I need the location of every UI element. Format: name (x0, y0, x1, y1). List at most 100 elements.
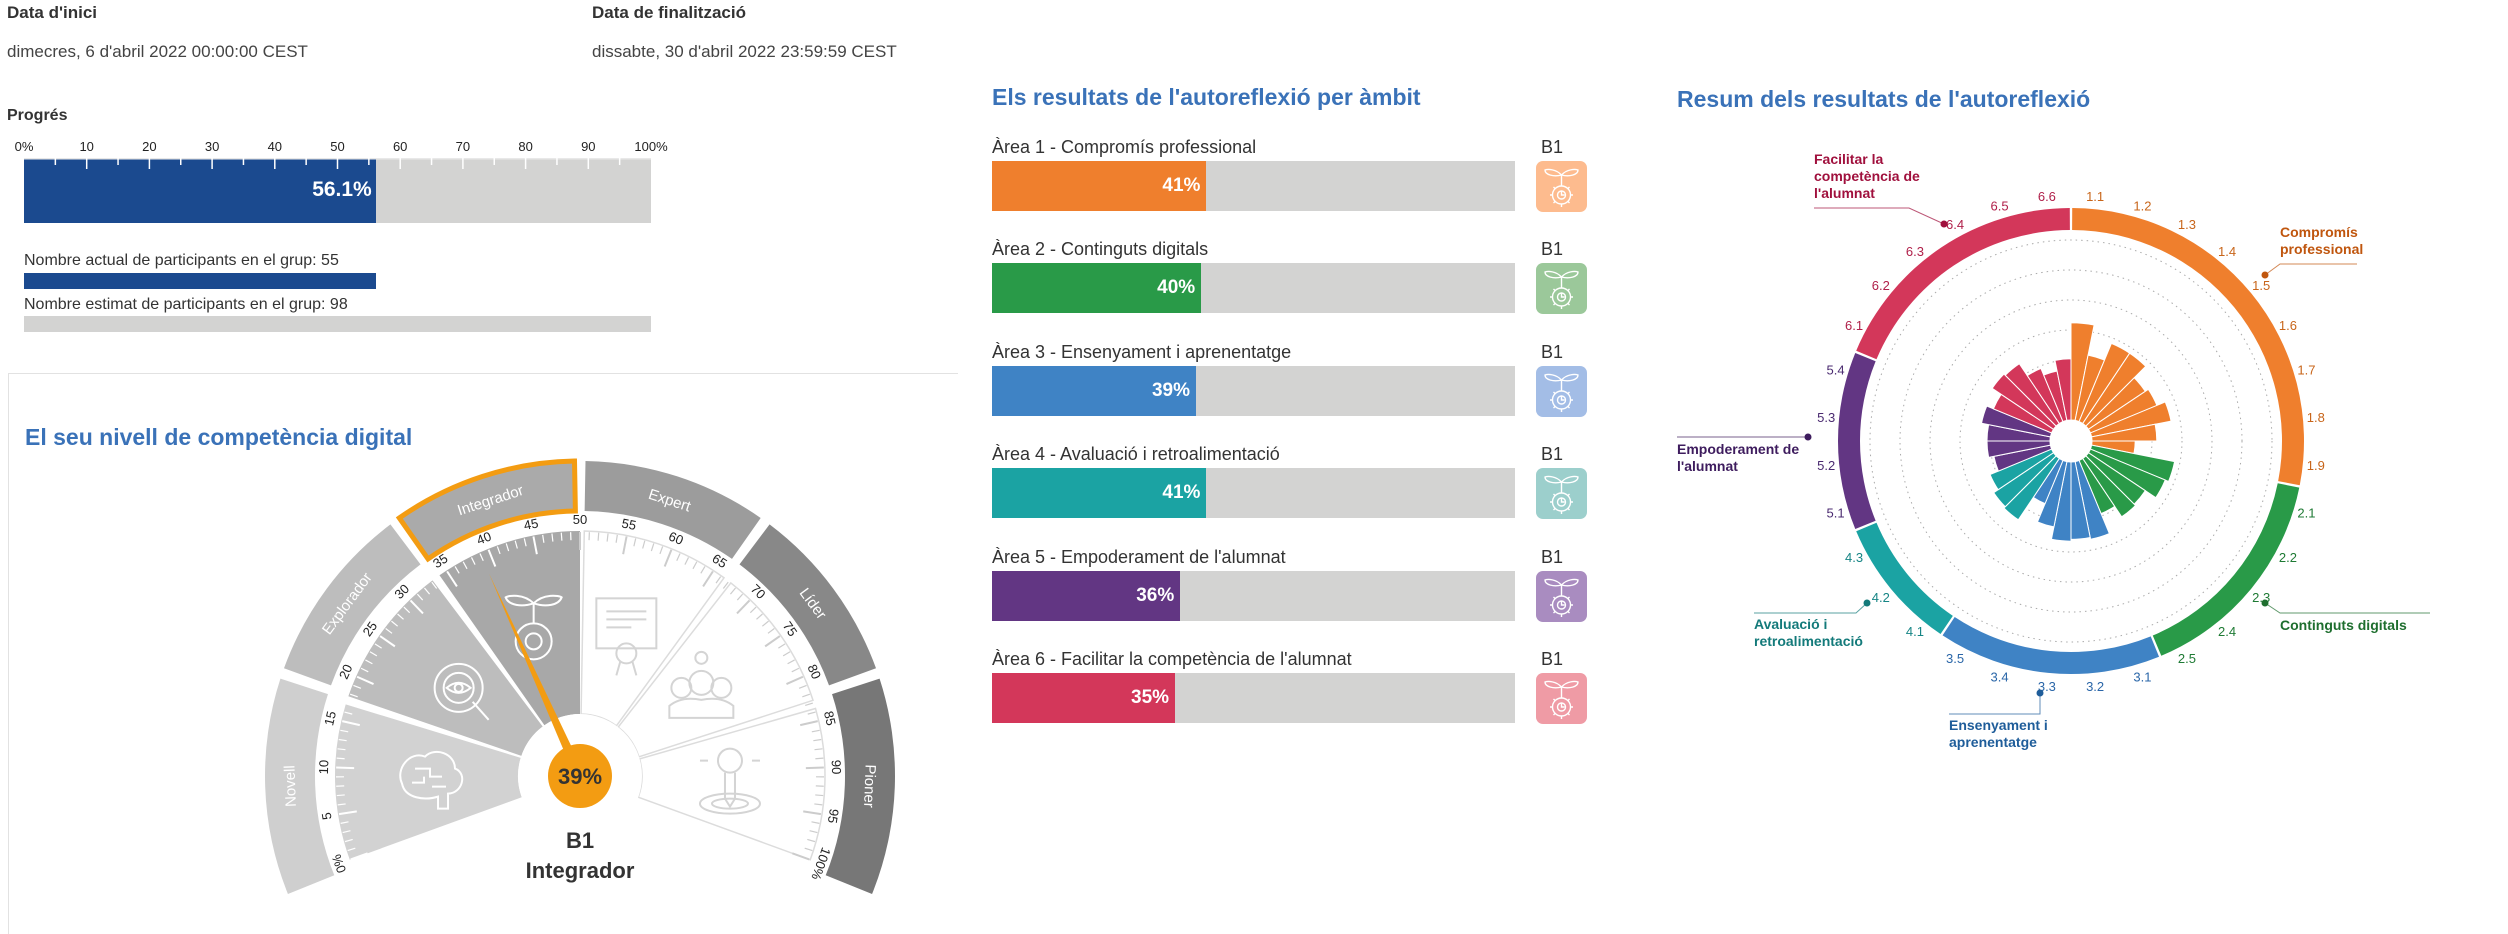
area-bar: 41% (992, 161, 1515, 211)
area-level: B1 (1541, 239, 1563, 260)
category-label: 4.3 (1845, 550, 1863, 565)
gauge-tick-label: 90 (829, 760, 844, 775)
progress-tick-label: 100% (634, 139, 667, 154)
category-label: 4.2 (1872, 590, 1890, 605)
category-label: 1.3 (2178, 217, 2196, 232)
callout-line: Compromís (2280, 224, 2363, 241)
area-row: Àrea 6 - Facilitar la competència de l'a… (992, 649, 1612, 729)
area-percent: 40% (1157, 277, 1195, 299)
progress-tick-label: 0% (15, 139, 34, 154)
area-row: Àrea 3 - Ensenyament i aprenentatge 39% … (992, 342, 1612, 422)
estimated-participants-bar (24, 316, 651, 332)
category-label: 2.1 (2297, 505, 2315, 520)
category-label: 2.2 (2279, 550, 2297, 565)
plant-gear-icon (1536, 673, 1587, 724)
area-percent: 36% (1136, 585, 1174, 607)
category-label: 1.8 (2307, 410, 2325, 425)
progress-tick-marks (24, 158, 651, 178)
area-percent: 41% (1162, 482, 1200, 504)
area-bar: 41% (992, 468, 1515, 518)
category-label: 1.1 (2086, 189, 2104, 204)
area-band (1943, 617, 2159, 674)
category-label: 1.9 (2307, 458, 2325, 473)
category-label: 5.2 (1817, 458, 1835, 473)
gauge-level-name: Integrador (480, 858, 680, 884)
area-bar-fill: 35% (992, 673, 1175, 723)
progress-tick-label: 90 (581, 139, 595, 154)
gauge-tick-label: 15 (321, 710, 339, 727)
end-date-label: Data de finalització (592, 3, 746, 23)
category-label: 1.4 (2218, 244, 2236, 259)
area-bar-fill: 41% (992, 161, 1206, 211)
callout-line: Continguts digitals (2280, 617, 2407, 634)
gauge-value: 39% (558, 764, 602, 789)
area-bar-fill: 39% (992, 366, 1196, 416)
gauge-level-code: B1 (480, 828, 680, 854)
callout-line: retroalimentació (1754, 633, 1863, 650)
area-percent: 35% (1131, 687, 1169, 709)
callout-line: Ensenyament i (1949, 717, 2048, 734)
progress-percent: 56.1% (312, 178, 372, 202)
category-label: 2.5 (2178, 651, 2196, 666)
category-label: 5.4 (1827, 363, 1845, 378)
area-row: Àrea 5 - Empoderament de l'alumnat 36% B… (992, 547, 1612, 627)
gauge-tick (815, 758, 823, 759)
callout-line: Facilitar la (1814, 151, 1920, 168)
callout-line: Empoderament de (1677, 441, 1799, 458)
category-label: 1.2 (2133, 199, 2151, 214)
category-label: 5.3 (1817, 410, 1835, 425)
category-label: 6.2 (1872, 278, 1890, 293)
end-date-value: dissabte, 30 d'abril 2022 23:59:59 CEST (592, 42, 897, 62)
gauge-tick-label: 85 (821, 710, 839, 727)
area-callout: Continguts digitals (2280, 617, 2407, 634)
gauge-tick (337, 795, 345, 796)
area-label: Àrea 4 - Avaluació i retroalimentació (992, 444, 1280, 465)
area-band (1838, 353, 1876, 529)
category-label: 1.6 (2279, 318, 2297, 333)
area-percent: 39% (1152, 380, 1190, 402)
area-percent: 41% (1162, 175, 1200, 197)
progress-tick-label: 10 (79, 139, 93, 154)
area-bar-fill: 40% (992, 263, 1201, 313)
gauge-tick (561, 533, 562, 541)
level-label: Pioner (860, 764, 879, 808)
start-date-value: dimecres, 6 d'abril 2022 00:00:00 CEST (7, 42, 308, 62)
category-label: 3.4 (1991, 669, 2009, 684)
area-row: Àrea 1 - Compromís professional 41% B1 (992, 137, 1612, 217)
category-label: 2.3 (2252, 590, 2270, 605)
gauge-tick-label: 95 (825, 808, 842, 825)
start-date-label: Data d'inici (7, 3, 97, 23)
category-label: 6.4 (1946, 217, 1964, 232)
area-bar: 35% (992, 673, 1515, 723)
callout-line: l'alumnat (1814, 185, 1920, 202)
category-label: 6.3 (1906, 244, 1924, 259)
grid-ring (1900, 270, 2242, 612)
area-level: B1 (1541, 342, 1563, 363)
plant-gear-icon (1536, 571, 1587, 622)
callout-line: l'alumnat (1677, 458, 1799, 475)
gauge-tick-label: 50 (573, 512, 587, 527)
category-label: 3.3 (2038, 679, 2056, 694)
area-row: Àrea 2 - Continguts digitals 40% B1 (992, 239, 1612, 319)
progress-tick-label: 60 (393, 139, 407, 154)
progress-tick-label: 80 (518, 139, 532, 154)
plant-gear-icon (1536, 161, 1587, 212)
gauge-tick (347, 703, 355, 705)
gauge-tick (337, 758, 345, 759)
gauge-tick-label: 55 (620, 515, 637, 532)
area-level: B1 (1541, 444, 1563, 465)
current-participants-bar (24, 273, 651, 289)
gauge-tick (815, 795, 823, 796)
plant-gear-icon (1536, 366, 1587, 417)
area-label: Àrea 5 - Empoderament de l'alumnat (992, 547, 1286, 568)
estimated-participants-label: Nombre estimat de participants en el gru… (24, 296, 348, 314)
plant-gear-icon (1536, 468, 1587, 519)
gauge-tick (805, 703, 813, 705)
area-label: Àrea 1 - Compromís professional (992, 137, 1256, 158)
area-bar: 40% (992, 263, 1515, 313)
progress-tick-label: 50 (330, 139, 344, 154)
gauge-tick-label: 5 (319, 811, 335, 820)
